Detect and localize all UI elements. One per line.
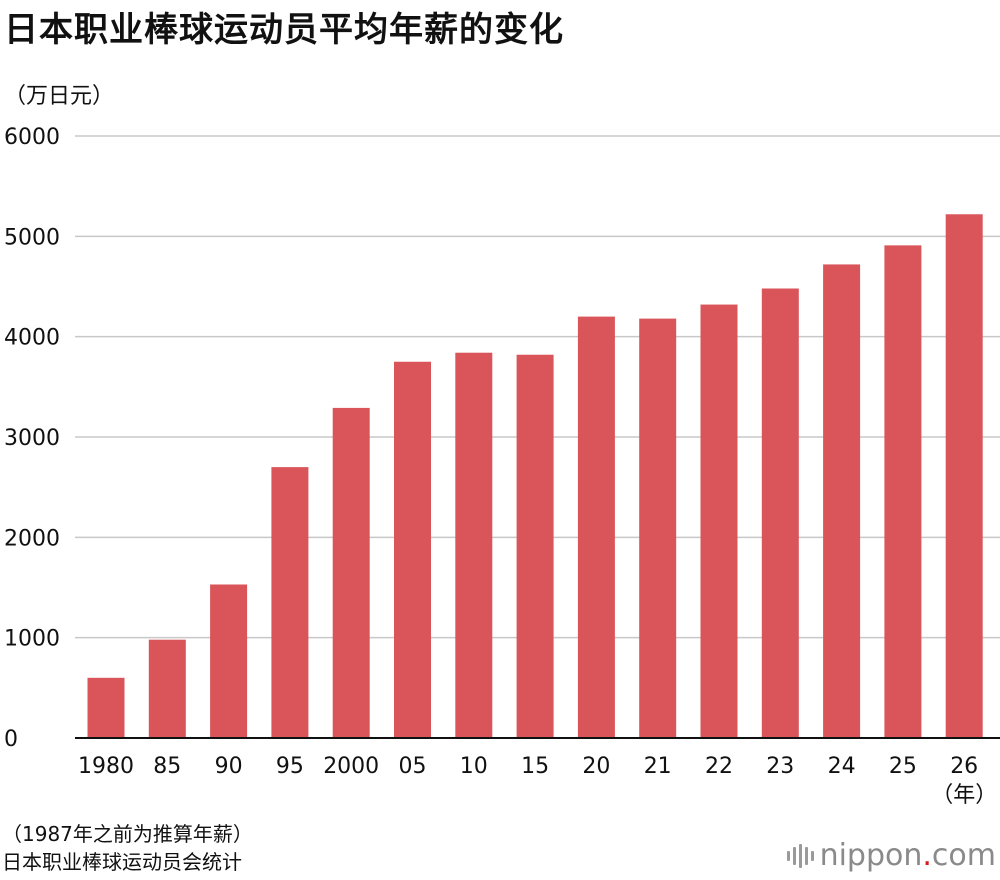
x-tick-label: 25 [889, 754, 917, 779]
brand-dot: . [922, 838, 932, 873]
x-tick-label: 21 [644, 754, 672, 779]
x-tick-label: 05 [399, 754, 427, 779]
bar-26 [945, 214, 983, 738]
y-tick-label: 6000 [4, 125, 60, 150]
bar-chart: 0 1000 2000 3000 4000 5000 6000 1980 85 90 95 2000 0… [4, 125, 1000, 808]
y-tick-label: 1000 [4, 627, 60, 652]
bar-85 [148, 639, 186, 738]
y-tick-label: 3000 [4, 426, 60, 451]
x-tick-label: 24 [828, 754, 856, 779]
x-axis-unit-label: （年） [931, 783, 997, 808]
tick-labels: 0 1000 2000 3000 4000 5000 6000 1980 85 90 95 2000 0… [4, 125, 997, 808]
bar-21 [639, 318, 677, 738]
footnote-source: 日本职业棒球运动员会统计 [2, 850, 242, 874]
x-tick-label: 95 [276, 754, 304, 779]
bar-22 [700, 304, 738, 738]
bar-05 [394, 361, 431, 738]
x-tick-label: 2000 [323, 754, 379, 779]
x-tick-label: 23 [766, 754, 794, 779]
y-axis-unit-label: （万日元） [4, 84, 115, 109]
brand-suffix: com [931, 838, 996, 873]
x-tick-label: 10 [460, 754, 488, 779]
bar-95 [271, 467, 309, 738]
bar-23 [761, 288, 799, 738]
bar-10 [455, 352, 493, 738]
bar-2000 [332, 407, 370, 738]
bar-1980 [87, 677, 125, 738]
chart-title: 日本职业棒球运动员平均年薪的变化 [4, 10, 564, 50]
x-tick-label: 15 [521, 754, 549, 779]
x-tick-label: 85 [153, 754, 181, 779]
nippon-logo-icon [786, 843, 814, 868]
bar-15 [516, 354, 554, 738]
nippon-logo-text: nippon.com [820, 838, 996, 873]
x-tick-label: 1980 [78, 754, 134, 779]
x-tick-label: 20 [582, 754, 610, 779]
x-tick-label: 26 [950, 754, 978, 779]
x-tick-label: 22 [705, 754, 733, 779]
y-tick-label: 4000 [4, 326, 60, 351]
bar-24 [823, 264, 861, 738]
bar-25 [884, 245, 922, 738]
brand-name: nippon [819, 838, 923, 873]
nippon-com-logo: nippon.com [786, 838, 996, 873]
bars [87, 214, 983, 738]
y-tick-label: 0 [4, 727, 18, 752]
y-tick-label: 5000 [4, 225, 60, 250]
x-tick-label: 90 [215, 754, 243, 779]
bar-20 [577, 316, 615, 738]
bar-90 [210, 584, 248, 738]
y-tick-label: 2000 [4, 526, 60, 551]
footnote-estimate: （1987年之前为推算年薪） [2, 822, 253, 846]
